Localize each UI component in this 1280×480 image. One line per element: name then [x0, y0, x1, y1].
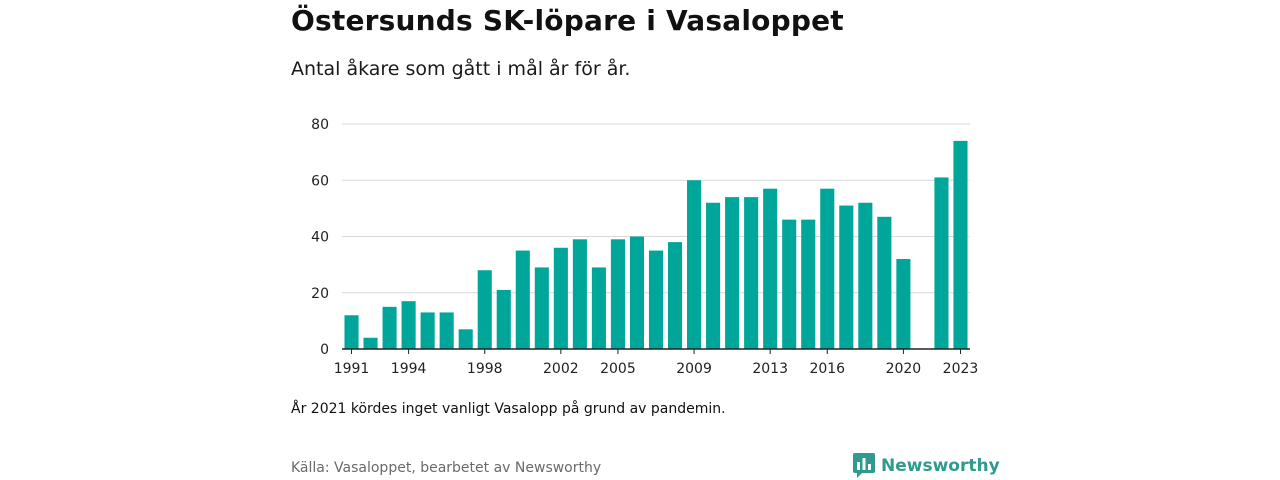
- bar-2001: [534, 267, 549, 349]
- bar-2010: [706, 202, 721, 349]
- bar-1994: [401, 301, 416, 349]
- y-tick-label: 0: [320, 342, 329, 358]
- y-tick-label: 20: [311, 286, 329, 302]
- x-tick-label: 2002: [543, 361, 579, 377]
- bar-2015: [801, 219, 816, 349]
- bar-2009: [687, 180, 702, 349]
- x-tick-label: 2013: [752, 361, 788, 377]
- bar-1991: [344, 315, 359, 349]
- chart-subtitle: Antal åkare som gått i mål år för år.: [291, 58, 631, 80]
- bar-2017: [839, 205, 854, 349]
- y-tick-label: 80: [311, 117, 329, 133]
- bar-chart: 0 20 40 60 80 1991 1994 1998 2002 2005 2009 2013 201…: [311, 117, 978, 377]
- bar-1997: [458, 329, 473, 349]
- bar-1993: [382, 306, 397, 349]
- y-tick-label: 60: [311, 173, 329, 189]
- bar-2000: [515, 250, 530, 349]
- bar-2007: [648, 250, 664, 349]
- bar-1992: [363, 337, 378, 349]
- bar-1999: [496, 289, 511, 349]
- bar-2006: [629, 236, 645, 349]
- bar-2016: [820, 188, 835, 349]
- y-tick-label: 40: [311, 230, 329, 246]
- axes: 0 20 40 60 80 1991 1994 1998 2002 2005 2009 2013 201…: [311, 117, 978, 377]
- bar-1995: [420, 312, 435, 349]
- x-tick-label: 2016: [809, 361, 845, 377]
- bar-2020: [896, 259, 911, 349]
- x-tick-label: 1991: [334, 361, 370, 377]
- bar-2004: [591, 267, 606, 349]
- chart-title: Östersunds SK-löpare i Vasaloppet: [291, 4, 844, 37]
- brand-logo: Newsworthy: [853, 453, 1000, 479]
- bar-1996: [439, 312, 454, 349]
- x-tick-label: 2005: [600, 361, 636, 377]
- x-tick-label: 2009: [676, 361, 712, 377]
- footnote: År 2021 kördes inget vanligt Vasalopp på…: [291, 401, 726, 417]
- x-tick-label: 2023: [943, 361, 979, 377]
- bar-2018: [858, 202, 873, 349]
- bar-2022: [934, 177, 949, 349]
- source-text: Källa: Vasaloppet, bearbetet av Newswort…: [291, 460, 602, 476]
- bar-2023: [953, 140, 968, 349]
- bars: [344, 140, 968, 349]
- bar-2011: [725, 197, 740, 349]
- bar-chart-speech-bubble-icon: [853, 453, 875, 478]
- bar-2014: [782, 219, 797, 349]
- bar-2002: [553, 247, 568, 349]
- brand-name: Newsworthy: [881, 456, 1000, 476]
- bar-2005: [610, 239, 625, 349]
- bar-1998: [477, 270, 492, 349]
- bar-2019: [877, 216, 892, 349]
- bar-2008: [667, 242, 683, 349]
- x-tick-label: 1994: [391, 361, 427, 377]
- x-tick-label: 2020: [886, 361, 922, 377]
- bar-2003: [572, 239, 587, 349]
- x-tick-label: 1998: [467, 361, 503, 377]
- bar-2012: [744, 197, 759, 349]
- bar-2013: [763, 188, 778, 349]
